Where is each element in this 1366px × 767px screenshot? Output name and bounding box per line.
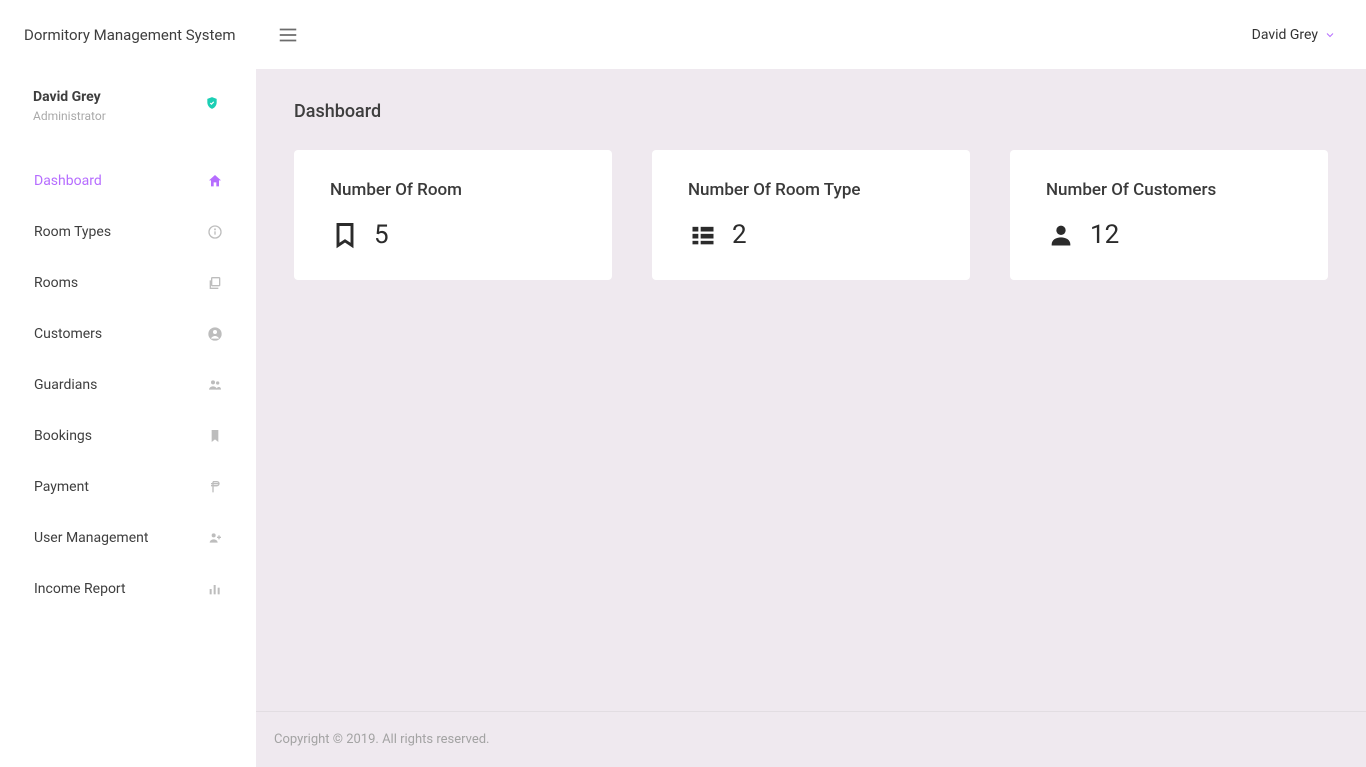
menu-toggle-button[interactable] [268, 24, 308, 46]
currency-icon [206, 478, 224, 496]
sidebar-profile: David Grey Administrator [0, 69, 256, 145]
list-icon [688, 220, 718, 250]
home-icon [206, 172, 224, 190]
menu-icon [277, 24, 299, 46]
card-number-of-customers: Number Of Customers 12 [1010, 150, 1328, 280]
person-icon [1046, 220, 1076, 250]
footer: Copyright © 2019. All rights reserved. [256, 711, 1366, 767]
sidebar-item-customers[interactable]: Customers [0, 308, 256, 359]
sidebar-item-label: Dashboard [34, 173, 206, 189]
card-value: 12 [1090, 220, 1119, 250]
card-number-of-room-type: Number Of Room Type 2 [652, 150, 970, 280]
bookmark-icon [206, 427, 224, 445]
sidebar-item-bookings[interactable]: Bookings [0, 410, 256, 461]
chevron-down-icon [1324, 29, 1336, 41]
sidebar-item-label: User Management [34, 530, 206, 546]
user-name-label: David Grey [1252, 27, 1318, 43]
topbar: Dormitory Management System David Grey [0, 0, 1366, 69]
bar-chart-icon [206, 580, 224, 598]
card-value-row: 2 [688, 220, 934, 250]
sidebar-item-income-report[interactable]: Income Report [0, 563, 256, 614]
sidebar-item-user-management[interactable]: User Management [0, 512, 256, 563]
profile-name: David Grey [33, 89, 204, 105]
sidebar-item-guardians[interactable]: Guardians [0, 359, 256, 410]
card-title: Number Of Room [330, 180, 576, 200]
sidebar-item-label: Room Types [34, 224, 206, 240]
sidebar-item-label: Customers [34, 326, 206, 342]
card-title: Number Of Room Type [688, 180, 934, 200]
info-circle-icon [206, 223, 224, 241]
app-title: Dormitory Management System [0, 26, 260, 44]
sidebar-item-payment[interactable]: Payment [0, 461, 256, 512]
profile-status-badge [204, 95, 220, 111]
layout: David Grey Administrator Dashboard Room … [0, 69, 1366, 767]
users-icon [206, 376, 224, 394]
card-value: 2 [732, 220, 747, 250]
page-title: Dashboard [294, 101, 1328, 122]
user-plus-icon [206, 529, 224, 547]
sidebar-item-label: Rooms [34, 275, 206, 291]
card-number-of-room: Number Of Room 5 [294, 150, 612, 280]
layers-icon [206, 274, 224, 292]
card-value: 5 [374, 220, 389, 250]
card-title: Number Of Customers [1046, 180, 1292, 200]
sidebar-item-room-types[interactable]: Room Types [0, 206, 256, 257]
stats-cards: Number Of Room 5 Number Of Room Type [294, 150, 1328, 280]
sidebar-item-label: Bookings [34, 428, 206, 444]
sidebar: David Grey Administrator Dashboard Room … [0, 69, 256, 767]
main-content: Dashboard Number Of Room 5 Number Of Roo… [256, 69, 1366, 711]
profile-role: Administrator [33, 109, 204, 123]
main-wrap: Dashboard Number Of Room 5 Number Of Roo… [256, 69, 1366, 767]
sidebar-nav: Dashboard Room Types Rooms Customers [0, 145, 256, 614]
sidebar-item-label: Guardians [34, 377, 206, 393]
sidebar-item-label: Payment [34, 479, 206, 495]
user-menu-button[interactable]: David Grey [1252, 27, 1366, 43]
bookmark-outline-icon [330, 220, 360, 250]
card-value-row: 12 [1046, 220, 1292, 250]
sidebar-item-dashboard[interactable]: Dashboard [0, 155, 256, 206]
footer-text: Copyright © 2019. All rights reserved. [274, 732, 489, 747]
sidebar-item-label: Income Report [34, 581, 206, 597]
sidebar-item-rooms[interactable]: Rooms [0, 257, 256, 308]
profile-info: David Grey Administrator [33, 89, 204, 123]
card-value-row: 5 [330, 220, 576, 250]
shield-check-icon [205, 96, 219, 110]
user-circle-icon [206, 325, 224, 343]
